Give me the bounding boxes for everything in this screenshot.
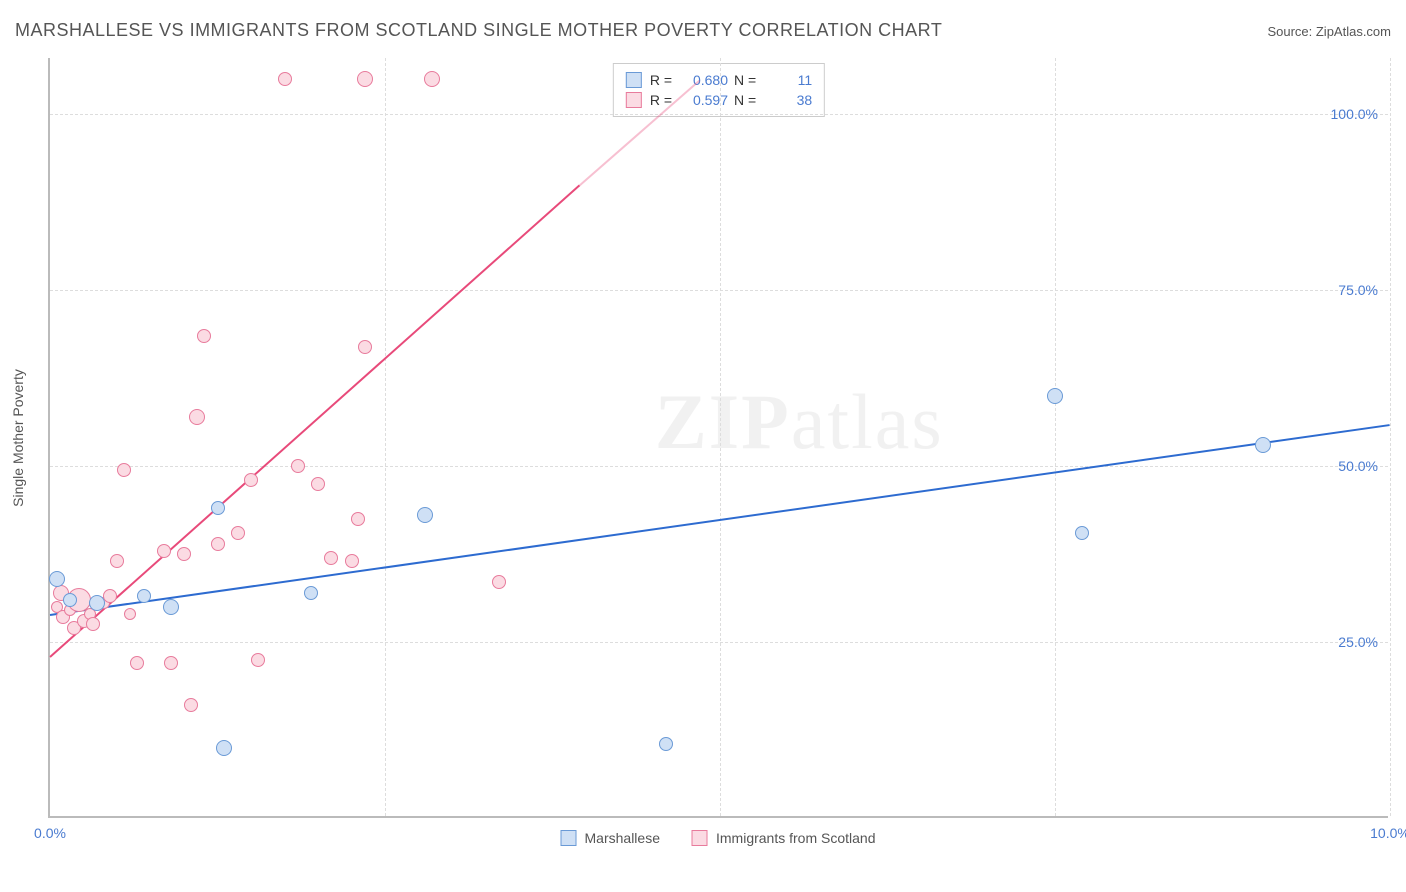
swatch-marshallese [626, 72, 642, 88]
gridline-vertical-minor [1055, 58, 1056, 816]
legend-label-marshallese: Marshallese [585, 830, 660, 846]
data-point-scotland [351, 512, 365, 526]
data-point-scotland [251, 653, 265, 667]
data-point-scotland [278, 72, 292, 86]
swatch-scotland [626, 92, 642, 108]
data-point-scotland [177, 547, 191, 561]
data-point-scotland [311, 477, 325, 491]
chart-title: MARSHALLESE VS IMMIGRANTS FROM SCOTLAND … [15, 20, 942, 41]
data-point-scotland [424, 71, 440, 87]
n-value-scotland: 38 [762, 92, 812, 108]
data-point-scotland [492, 575, 506, 589]
plot-container: Single Mother Poverty ZIPatlas R = 0.680… [48, 58, 1388, 818]
x-tick-label: 10.0% [1370, 825, 1406, 841]
data-point-marshallese [137, 589, 151, 603]
legend-item-scotland: Immigrants from Scotland [692, 830, 876, 846]
data-point-marshallese [49, 571, 65, 587]
data-point-marshallese [659, 737, 673, 751]
stats-legend-box: R = 0.680 N = 11 R = 0.597 N = 38 [613, 63, 825, 117]
y-tick-label: 75.0% [1338, 282, 1378, 298]
data-point-scotland [86, 617, 100, 631]
y-tick-label: 25.0% [1338, 634, 1378, 650]
data-point-marshallese [211, 501, 225, 515]
swatch-marshallese-bottom [561, 830, 577, 846]
data-point-marshallese [304, 586, 318, 600]
data-point-scotland [244, 473, 258, 487]
gridline-vertical [1390, 58, 1391, 816]
data-point-scotland [110, 554, 124, 568]
chart-header: MARSHALLESE VS IMMIGRANTS FROM SCOTLAND … [15, 20, 1391, 41]
gridline-horizontal [50, 642, 1388, 643]
plot-area: ZIPatlas R = 0.680 N = 11 R = 0.597 N = … [48, 58, 1388, 818]
n-value-marshallese: 11 [762, 72, 812, 88]
x-tick-label: 0.0% [34, 825, 66, 841]
data-point-marshallese [89, 595, 105, 611]
data-point-scotland [357, 71, 373, 87]
gridline-horizontal [50, 290, 1388, 291]
source-label: Source: ZipAtlas.com [1267, 24, 1391, 39]
data-point-scotland [197, 329, 211, 343]
data-point-marshallese [417, 507, 433, 523]
data-point-scotland [211, 537, 225, 551]
data-point-marshallese [1047, 388, 1063, 404]
gridline-vertical-minor [385, 58, 386, 816]
data-point-marshallese [1255, 437, 1271, 453]
legend-label-scotland: Immigrants from Scotland [716, 830, 876, 846]
data-point-scotland [124, 608, 136, 620]
data-point-scotland [164, 656, 178, 670]
gridline-vertical [720, 58, 721, 816]
stats-row-scotland: R = 0.597 N = 38 [626, 90, 812, 110]
data-point-marshallese [216, 740, 232, 756]
data-point-scotland [324, 551, 338, 565]
data-point-scotland [358, 340, 372, 354]
y-axis-title: Single Mother Poverty [10, 369, 26, 507]
data-point-scotland [345, 554, 359, 568]
data-point-scotland [291, 459, 305, 473]
legend-item-marshallese: Marshallese [561, 830, 660, 846]
y-tick-label: 100.0% [1331, 106, 1378, 122]
stats-row-marshallese: R = 0.680 N = 11 [626, 70, 812, 90]
gridline-horizontal [50, 114, 1388, 115]
gridline-horizontal [50, 466, 1388, 467]
watermark: ZIPatlas [655, 377, 944, 467]
bottom-legend: Marshallese Immigrants from Scotland [561, 830, 876, 846]
swatch-scotland-bottom [692, 830, 708, 846]
data-point-scotland [103, 589, 117, 603]
data-point-marshallese [63, 593, 77, 607]
data-point-scotland [231, 526, 245, 540]
y-tick-label: 50.0% [1338, 458, 1378, 474]
data-point-scotland [157, 544, 171, 558]
data-point-marshallese [163, 599, 179, 615]
data-point-scotland [189, 409, 205, 425]
data-point-scotland [184, 698, 198, 712]
data-point-scotland [117, 463, 131, 477]
data-point-marshallese [1075, 526, 1089, 540]
data-point-scotland [130, 656, 144, 670]
